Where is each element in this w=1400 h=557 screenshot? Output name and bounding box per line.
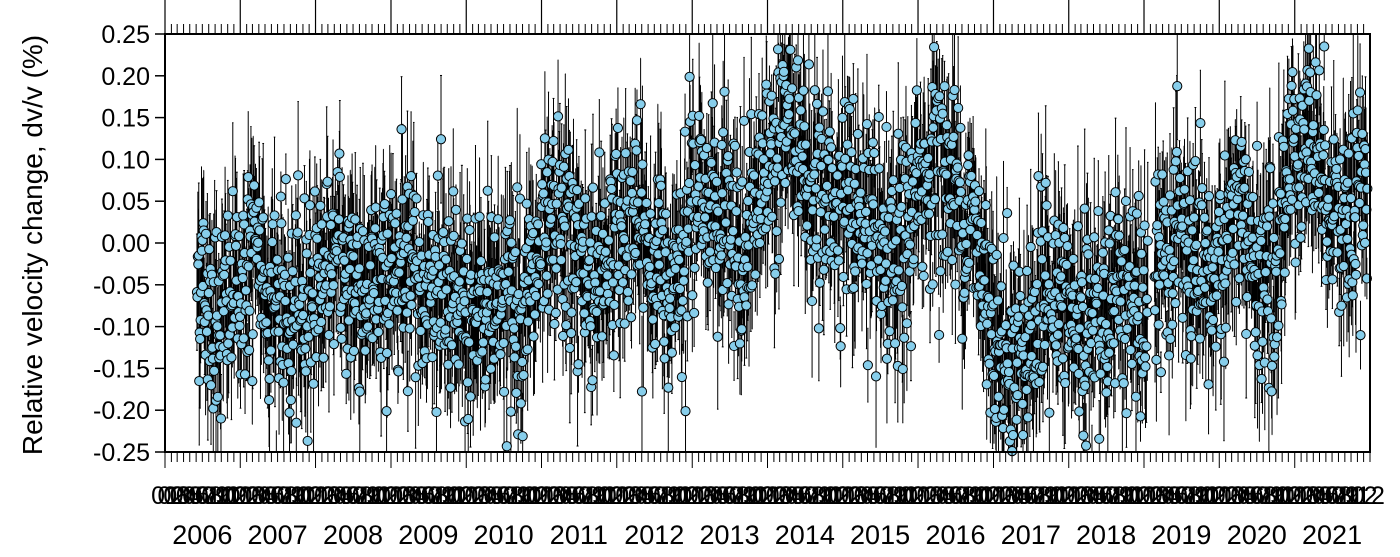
dvv-time-series-plot: 0.250.200.150.100.050.00-0.05-0.10-0.15-… <box>0 0 1400 552</box>
